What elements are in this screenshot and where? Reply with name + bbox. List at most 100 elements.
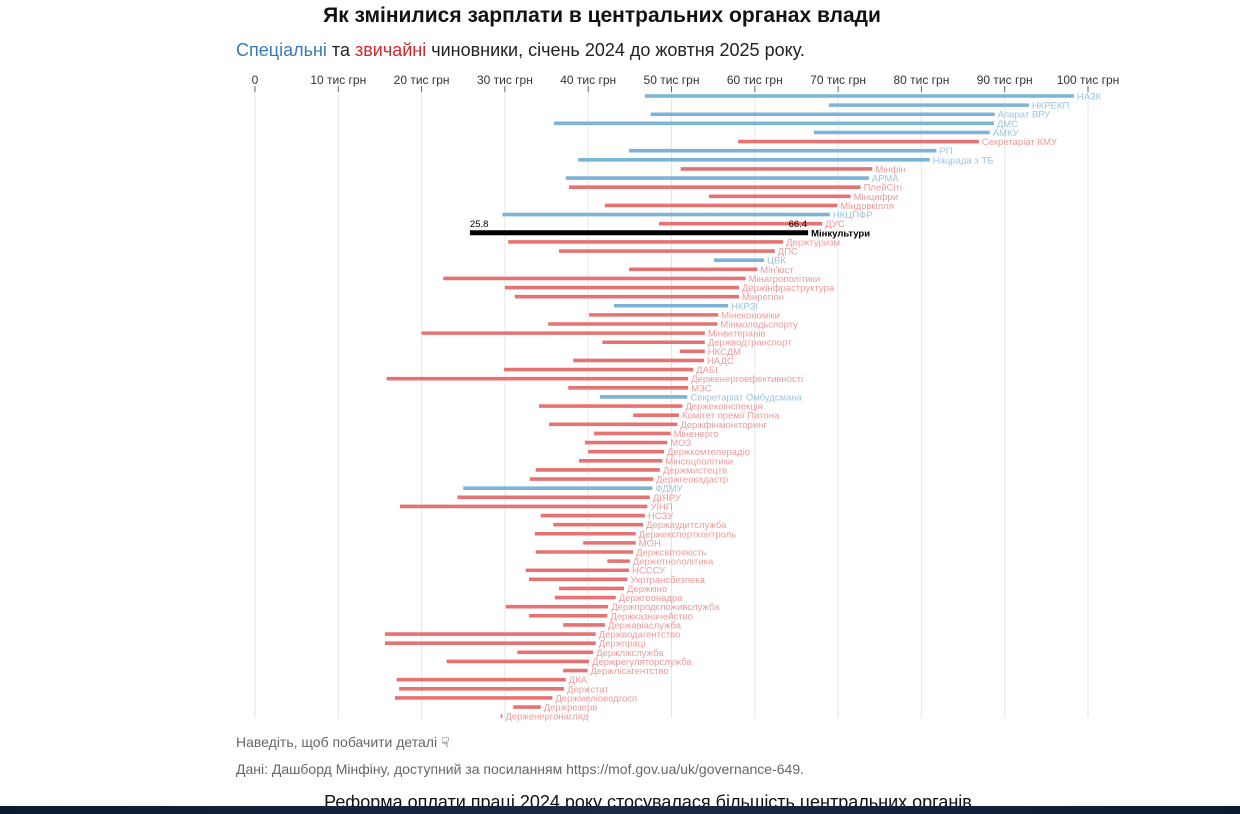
bar-row[interactable]: ДАБІ xyxy=(504,365,718,376)
bar-row[interactable]: НСЗУ xyxy=(540,511,674,522)
bar-label: Держгеокадастр xyxy=(656,475,728,486)
hover-hint: Наведіть, щоб побачити деталі ☟ xyxy=(236,734,450,751)
bar-row[interactable]: Держлікслужба xyxy=(517,648,664,659)
bar-row[interactable]: Держлісагентство xyxy=(563,666,669,677)
bar-row[interactable]: Міндовкілля xyxy=(604,201,894,212)
tick-label: 50 тис грн xyxy=(644,73,700,87)
bar-label: Укртрансбезпека xyxy=(630,575,705,586)
bar-row[interactable]: Укртрансбезпека xyxy=(529,575,706,586)
bar-row[interactable]: ДПС xyxy=(559,247,798,258)
bar-row[interactable]: Держрегуляторслужба xyxy=(446,657,693,668)
bar-row[interactable]: МОН xyxy=(583,538,661,549)
bar-row[interactable]: НСССУ xyxy=(525,566,666,577)
bar-row[interactable]: Держенергонагляд xyxy=(500,712,589,723)
bar-row[interactable]: РП xyxy=(629,146,953,157)
bar-label: Мінцифри xyxy=(854,192,898,203)
bar-row[interactable]: Держкіно xyxy=(559,584,667,595)
bar-row[interactable]: НКРЕКП xyxy=(828,101,1070,112)
bar-label: НАДС xyxy=(707,356,734,367)
bar-row[interactable]: НКРЗІ xyxy=(614,301,758,312)
bar-row[interactable]: Держаудитслужба xyxy=(553,520,727,531)
bar-label: ФДМУ xyxy=(655,484,683,495)
bar-row[interactable]: Держпродспоживслужба xyxy=(505,602,720,613)
bar-row[interactable]: Держводагентство xyxy=(384,630,680,641)
bar-row[interactable]: Мінрегіон xyxy=(514,292,784,303)
bar-row[interactable]: НКЦПФР xyxy=(502,210,873,221)
bar-row[interactable]: Держінфраструктура xyxy=(504,283,835,294)
bar-row[interactable]: ДУС xyxy=(659,219,845,230)
bar-row[interactable]: Держекоінспекція xyxy=(539,402,763,413)
bar-row[interactable]: Мінагрополітики xyxy=(443,274,820,285)
bar-label: Держпраці xyxy=(599,639,646,650)
bar-row[interactable]: УІНП xyxy=(399,502,673,513)
bar-row[interactable]: Мінкультури 25.8 66.4 xyxy=(469,219,870,240)
bar-row[interactable]: НАЗК xyxy=(644,92,1102,103)
bar-row[interactable]: Держмистецтв xyxy=(535,465,727,476)
bar-row[interactable]: ЦВК xyxy=(713,256,786,267)
bar-label: НКРЕКП xyxy=(1032,101,1070,112)
bar-row[interactable]: ДМС xyxy=(554,119,1018,130)
bar-row[interactable]: Держекспортконтроль xyxy=(534,529,736,540)
bar-row[interactable]: Держводтранспорт xyxy=(602,338,792,349)
bar-row[interactable]: Держсвітоякість xyxy=(535,548,707,559)
bar-row[interactable]: ПлейСіті xyxy=(569,183,902,194)
bar-row[interactable]: Держмеліоводгосп xyxy=(394,693,637,704)
legend-special: Спеціальні xyxy=(236,40,327,60)
bar-row[interactable]: Мінветеранів xyxy=(421,329,766,340)
bar-row[interactable]: ФДМУ xyxy=(463,484,684,495)
bar-row[interactable]: Міненерго xyxy=(594,429,719,440)
bar-row[interactable]: Держпраці xyxy=(384,639,646,650)
bar-row[interactable]: ДКА xyxy=(396,675,588,686)
bar-row[interactable]: ДІЯРУ xyxy=(457,493,682,504)
bar-row[interactable]: Держрезерв xyxy=(513,703,597,714)
bar-label: Держмистецтв xyxy=(663,465,727,476)
bar-label: РП xyxy=(939,146,952,157)
bar-label: АРМА xyxy=(872,174,899,185)
bar-row[interactable]: НКСДМ xyxy=(679,347,741,358)
end-value-label: 66.4 xyxy=(789,219,808,230)
bar-row[interactable]: Мінфін xyxy=(680,164,906,175)
bar-row[interactable]: Секретаріат КМУ xyxy=(738,137,1058,148)
bar-row[interactable]: Мінцифри xyxy=(708,192,898,203)
bar-row[interactable]: Мінсоцполітики xyxy=(579,456,733,467)
bar-row[interactable]: НАДС xyxy=(573,356,734,367)
bar-row[interactable]: Держкомтелерадіо xyxy=(588,447,750,458)
tick-label: 60 тис грн xyxy=(727,73,783,87)
tick-label: 100 тис грн xyxy=(1057,73,1120,87)
bar-row[interactable]: Держтуризм xyxy=(508,237,840,248)
bar-label: Секретаріат Омбудсмана xyxy=(690,392,802,403)
bar-label: Держрегуляторслужба xyxy=(592,657,692,668)
bar-row[interactable]: Держстат xyxy=(399,684,609,695)
bar-row[interactable]: Нацрада з ТБ xyxy=(578,155,993,166)
bar-row[interactable]: Держфінмоніторинг xyxy=(549,420,767,431)
bar-row[interactable]: МЗС xyxy=(568,383,712,394)
bar-row[interactable]: Мін'юст xyxy=(629,265,794,276)
bar-row[interactable]: Мінекономіки xyxy=(589,310,780,321)
bar-label: Держінфраструктура xyxy=(742,283,835,294)
bar-row[interactable]: Комітет премії Патона xyxy=(633,411,780,422)
bar-label: ДІЯРУ xyxy=(653,493,682,504)
bar-row[interactable]: Держказначейство xyxy=(529,611,693,622)
bar-label: Держтуризм xyxy=(786,237,840,248)
bar-label: Мінфін xyxy=(875,164,905,175)
bar-label: Держлісагентство xyxy=(590,666,668,677)
bar-row[interactable]: Держгеокадастр xyxy=(529,475,728,486)
bar-row[interactable]: Держгеонадра xyxy=(554,593,683,604)
pointer-hand-icon: ☟ xyxy=(440,734,450,750)
taskbar xyxy=(0,806,1240,814)
tick-label: 80 тис грн xyxy=(893,73,949,87)
bar-row[interactable]: Мінмолодьспорту xyxy=(548,320,798,331)
bar-row[interactable]: Держенергоефективності xyxy=(386,374,804,385)
tick-label: 30 тис грн xyxy=(477,73,533,87)
bar-row[interactable]: Державіаслужба xyxy=(563,620,682,631)
bar-row[interactable]: МОЗ xyxy=(584,438,692,449)
bar-row[interactable]: АМКУ xyxy=(813,128,1020,139)
bar-label: Держетнополітика xyxy=(633,557,714,568)
bar-row[interactable]: Секретаріат Омбудсмана xyxy=(599,392,803,403)
bar-row[interactable]: АРМА xyxy=(565,174,900,185)
bar-label: НКРЗІ xyxy=(731,301,758,312)
subtitle-rest: чиновники, січень 2024 до жовтня 2025 ро… xyxy=(426,40,805,60)
bar-row[interactable]: Апарат ВРУ xyxy=(650,110,1052,121)
bar-row[interactable]: Держетнополітика xyxy=(607,557,714,568)
bar-label: ДАБІ xyxy=(696,365,718,376)
